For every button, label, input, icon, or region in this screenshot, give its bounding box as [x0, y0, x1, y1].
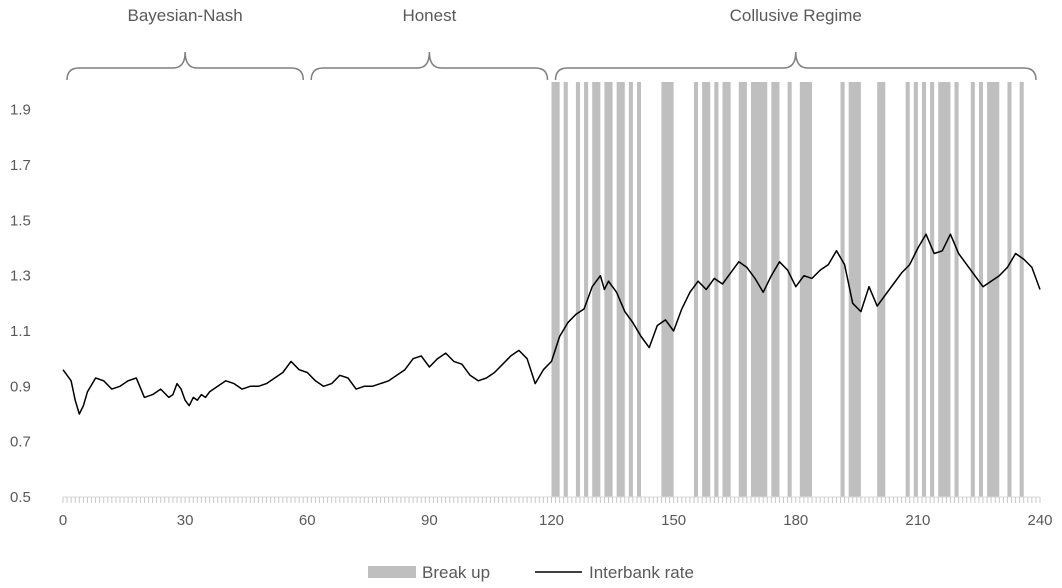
break-up-bar [930, 82, 935, 497]
y-tick-label: 1.5 [10, 212, 31, 229]
break-up-bar [840, 82, 845, 497]
break-up-bar [661, 82, 674, 497]
break-up-bar [913, 82, 918, 497]
x-tick-label: 90 [421, 512, 438, 529]
break-up-bar [738, 82, 747, 497]
regime-annotations: Bayesian-Nash Honest Collusive Regime [66, 6, 1037, 81]
regime-brace [66, 51, 304, 81]
break-up-bar [877, 82, 886, 497]
break-up-bar [592, 82, 601, 497]
x-tick-label: 0 [59, 512, 67, 529]
break-up-bar [551, 82, 560, 497]
y-tick-label: 1.1 [10, 323, 31, 340]
interbank-rate-series [62, 233, 1041, 415]
break-up-bar [938, 82, 951, 497]
break-up-bar [848, 82, 861, 497]
break-up-bar [616, 82, 625, 497]
legend-break-up-label: Break up [422, 563, 490, 582]
legend-interbank-rate-label: Interbank rate [589, 563, 694, 582]
break-up-bar [771, 82, 780, 497]
break-up-bar [636, 82, 642, 497]
x-tick-label: 120 [539, 512, 564, 529]
x-tick-label: 30 [177, 512, 194, 529]
break-up-bar [714, 82, 719, 497]
break-up-bar [970, 82, 975, 497]
regime-label: Bayesian-Nash [127, 6, 242, 25]
y-tick-label: 1.7 [10, 157, 31, 174]
break-up-bars [551, 82, 1024, 497]
break-up-bar [787, 82, 792, 497]
x-tick-label: 240 [1027, 512, 1052, 529]
break-up-bar [604, 82, 613, 497]
break-up-bar [987, 82, 1000, 497]
break-up-bar [693, 82, 699, 497]
break-up-bar [584, 82, 589, 497]
break-up-bar [722, 82, 731, 497]
regime-label: Honest [402, 6, 456, 25]
y-tick-label: 0.9 [10, 378, 31, 395]
regime-label: Collusive Regime [730, 6, 862, 25]
break-up-bar [954, 82, 959, 497]
break-up-bar [905, 82, 910, 497]
break-up-bar [921, 82, 927, 497]
y-tick-label: 1.3 [10, 268, 31, 285]
break-up-bar [628, 82, 633, 497]
regime-brace [554, 51, 1037, 81]
interbank-rate-line [62, 233, 1041, 415]
y-axis: 0.5 0.7 0.9 1.1 1.3 1.5 1.7 1.9 [10, 102, 31, 506]
break-up-bar [575, 82, 580, 497]
x-tick-label: 210 [905, 512, 930, 529]
regime-brace [310, 51, 549, 81]
break-up-bar [750, 82, 768, 497]
x-tick-label: 150 [661, 512, 686, 529]
legend: Break up Interbank rate [368, 563, 694, 582]
break-up-bar [799, 82, 813, 497]
break-up-bar [563, 82, 568, 497]
x-tick-label: 180 [783, 512, 808, 529]
legend-break-up-swatch [368, 566, 416, 578]
break-up-bar [978, 82, 984, 497]
y-tick-label: 0.7 [10, 434, 31, 451]
break-up-bar [1019, 82, 1024, 497]
y-tick-label: 1.9 [10, 102, 31, 119]
x-tick-label: 60 [299, 512, 316, 529]
y-tick-label: 0.5 [10, 489, 31, 506]
x-axis: 0 30 60 90 120 150 180 210 240 [59, 496, 1053, 529]
break-up-bar [1007, 82, 1012, 497]
